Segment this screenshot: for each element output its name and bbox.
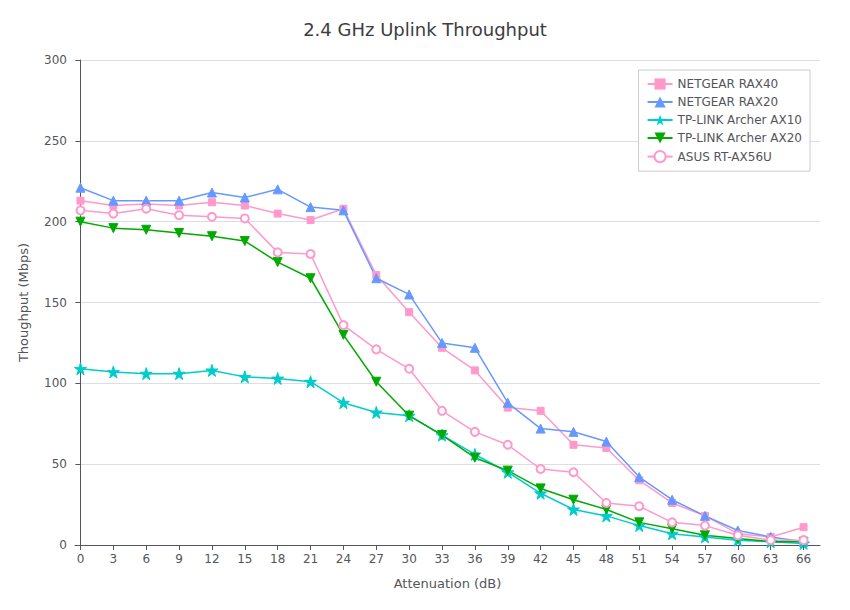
svg-text:36: 36 xyxy=(467,552,482,566)
svg-text:27: 27 xyxy=(369,552,384,566)
svg-text:12: 12 xyxy=(204,552,219,566)
svg-text:200: 200 xyxy=(44,215,67,229)
svg-text:300: 300 xyxy=(44,53,67,67)
svg-text:18: 18 xyxy=(270,552,285,566)
svg-text:Attenuation (dB): Attenuation (dB) xyxy=(394,576,502,591)
svg-text:TP-LINK Archer AX20: TP-LINK Archer AX20 xyxy=(677,131,802,145)
svg-text:30: 30 xyxy=(402,552,417,566)
svg-text:45: 45 xyxy=(566,552,581,566)
svg-text:0: 0 xyxy=(77,552,85,566)
svg-text:57: 57 xyxy=(697,552,712,566)
svg-text:48: 48 xyxy=(599,552,614,566)
svg-text:21: 21 xyxy=(303,552,318,566)
svg-text:54: 54 xyxy=(664,552,679,566)
svg-text:60: 60 xyxy=(730,552,745,566)
svg-text:Thoughput (Mbps): Thoughput (Mbps) xyxy=(16,243,31,363)
svg-text:50: 50 xyxy=(52,457,67,471)
svg-text:51: 51 xyxy=(632,552,647,566)
svg-text:ASUS RT-AX56U: ASUS RT-AX56U xyxy=(678,150,772,164)
svg-text:NETGEAR RAX20: NETGEAR RAX20 xyxy=(678,95,779,109)
svg-text:250: 250 xyxy=(44,134,67,148)
svg-text:24: 24 xyxy=(336,552,351,566)
svg-text:15: 15 xyxy=(237,552,252,566)
svg-text:100: 100 xyxy=(44,376,67,390)
svg-text:42: 42 xyxy=(533,552,548,566)
svg-text:6: 6 xyxy=(142,552,150,566)
svg-text:9: 9 xyxy=(175,552,183,566)
svg-text:63: 63 xyxy=(763,552,778,566)
svg-text:3: 3 xyxy=(110,552,118,566)
svg-text:NETGEAR RAX40: NETGEAR RAX40 xyxy=(678,77,779,91)
svg-text:66: 66 xyxy=(796,552,811,566)
svg-text:2.4 GHz Uplink Throughput: 2.4 GHz Uplink Throughput xyxy=(303,19,547,40)
svg-text:TP-LINK Archer AX10: TP-LINK Archer AX10 xyxy=(677,113,802,127)
svg-text:39: 39 xyxy=(500,552,515,566)
svg-text:150: 150 xyxy=(44,296,67,310)
svg-text:33: 33 xyxy=(434,552,449,566)
svg-text:0: 0 xyxy=(59,538,67,552)
